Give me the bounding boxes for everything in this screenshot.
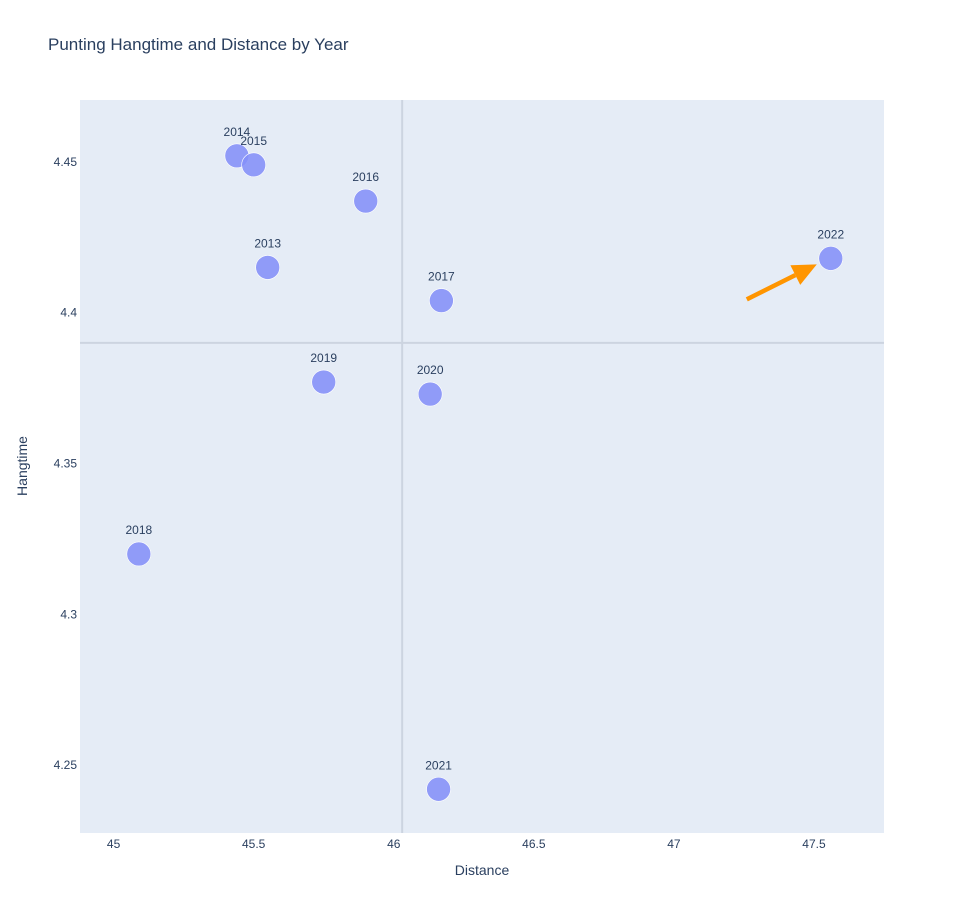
data-point xyxy=(126,541,152,567)
arrow-head xyxy=(790,264,817,285)
data-point-label: 2017 xyxy=(428,270,455,284)
annotation-arrow xyxy=(745,264,817,302)
data-point-label: 2018 xyxy=(125,523,152,537)
x-tick-label: 46 xyxy=(387,837,401,851)
x-tick-label: 47.5 xyxy=(802,837,826,851)
data-point xyxy=(255,255,280,280)
reference-lines xyxy=(80,100,884,833)
data-point-label: 2021 xyxy=(425,758,452,772)
data-point-label: 2016 xyxy=(352,170,379,184)
data-point xyxy=(311,369,337,395)
y-tick-label: 4.25 xyxy=(54,758,78,772)
y-tick-label: 4.4 xyxy=(60,306,77,320)
data-point xyxy=(429,288,454,313)
y-axis-title: Hangtime xyxy=(14,436,30,496)
x-axis-title: Distance xyxy=(455,862,510,878)
data-point xyxy=(426,776,451,802)
data-point xyxy=(818,246,844,271)
x-tick-label: 46.5 xyxy=(522,837,546,851)
y-tick-label: 4.3 xyxy=(60,607,77,621)
data-point-label: 2014 xyxy=(224,125,251,139)
y-axis-ticks: 4.25 4.3 4.35 4.4 4.45 xyxy=(54,155,78,772)
data-point xyxy=(353,188,379,214)
x-axis-ticks: 45 45.5 46 46.5 47 47.5 xyxy=(107,837,826,851)
data-point-label: 2013 xyxy=(254,236,281,250)
x-tick-label: 47 xyxy=(667,837,681,851)
data-point-label: 2020 xyxy=(417,363,444,377)
plot-area xyxy=(80,100,884,833)
data-point-label: 2019 xyxy=(310,351,337,365)
x-tick-label: 45.5 xyxy=(242,837,266,851)
y-tick-label: 4.35 xyxy=(54,456,78,470)
data-point-label: 2022 xyxy=(817,227,844,241)
chart-title: Punting Hangtime and Distance by Year xyxy=(48,35,349,54)
x-tick-label: 45 xyxy=(107,837,121,851)
y-tick-label: 4.45 xyxy=(54,155,78,169)
data-point xyxy=(417,381,443,407)
data-point-label: 2015 xyxy=(240,134,267,148)
arrow-shaft xyxy=(745,273,797,302)
data-point xyxy=(241,152,266,178)
